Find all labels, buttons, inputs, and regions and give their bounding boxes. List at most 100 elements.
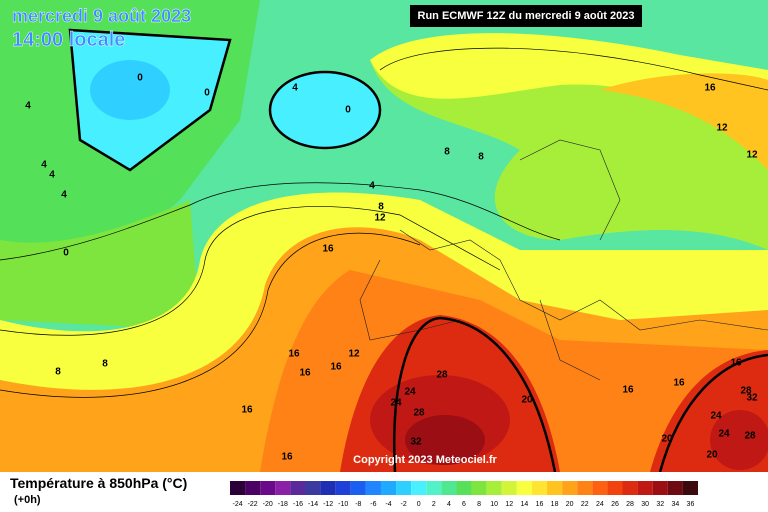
legend-swatch [290, 481, 306, 495]
legend-swatch [441, 481, 457, 495]
legend-swatch [592, 481, 608, 495]
field-region [0, 200, 200, 330]
legend-swatch [365, 481, 381, 495]
legend-swatch [577, 481, 593, 495]
contour-label: 4 [369, 181, 375, 192]
legend-label: 6 [462, 501, 466, 508]
legend-swatch [411, 481, 427, 495]
contour-label: 28 [744, 431, 756, 442]
contour-label: 12 [716, 123, 728, 134]
legend-label: -10 [338, 501, 348, 508]
contour-label: 0 [137, 73, 143, 84]
contour-label: 4 [25, 101, 31, 112]
legend-swatch [637, 481, 653, 495]
legend-label: 34 [671, 501, 679, 508]
contour-label: 16 [281, 452, 293, 463]
legend-label: -2 [400, 501, 406, 508]
legend-label: 18 [551, 501, 559, 508]
legend-label: -12 [323, 501, 333, 508]
legend-label: 12 [505, 501, 513, 508]
contour-label: 8 [444, 147, 450, 158]
legend-label: -22 [248, 501, 258, 508]
contour-label: 28 [413, 408, 425, 419]
contour-label: 8 [102, 359, 108, 370]
legend-swatch [562, 481, 578, 495]
contour-label: 24 [710, 411, 722, 422]
legend-label: 14 [520, 501, 528, 508]
contour-label: 24 [718, 429, 730, 440]
contour-label: 0 [345, 105, 351, 116]
contour-label: 16 [288, 349, 300, 360]
legend-swatch [380, 481, 397, 495]
contour-label: 0 [63, 248, 69, 259]
legend-label: 24 [596, 501, 604, 508]
legend-swatch [335, 481, 351, 495]
run-box [410, 5, 642, 27]
cold-region [90, 60, 170, 120]
contour-line [0, 206, 501, 336]
contour-label: 8 [378, 202, 384, 213]
coastline [359, 139, 768, 381]
contour-label: 16 [622, 385, 634, 396]
legend-swatch [426, 481, 442, 495]
contour-label: 28 [740, 386, 752, 397]
legend-label: -4 [385, 501, 391, 508]
contour-line [0, 232, 421, 398]
legend-swatch [320, 481, 336, 495]
contour-line [393, 316, 557, 473]
contour-label: 0 [204, 88, 210, 99]
run-info: Run ECMWF 12Z du mercredi 9 août 2023 [418, 10, 635, 22]
legend-label: 28 [626, 501, 634, 508]
legend-label: 22 [581, 501, 589, 508]
legend-label: 36 [687, 501, 695, 508]
legend-swatch [682, 481, 698, 495]
legend-swatch [531, 481, 548, 495]
contour-label: 12 [374, 213, 386, 224]
contour-label: 8 [55, 367, 61, 378]
legend-label: 8 [477, 501, 481, 508]
contour-label: 16 [730, 358, 742, 369]
contour-line [379, 47, 768, 91]
map-time: 14:00 locale [12, 29, 125, 51]
legend-label: -14 [308, 501, 318, 508]
legend-swatch [230, 481, 246, 495]
legend-swatch [486, 481, 502, 495]
legend-label: 2 [432, 501, 436, 508]
cold-region [268, 70, 382, 150]
legend-swatch [245, 481, 261, 495]
contour-label: 12 [746, 150, 758, 161]
contour-line [0, 182, 561, 261]
contour-line [658, 353, 768, 473]
legend-swatch [456, 481, 472, 495]
legend-swatch [547, 481, 563, 495]
contour-label: 4 [41, 160, 47, 171]
legend-label: 0 [417, 501, 421, 508]
legend-subtitle: (+0h) [14, 494, 41, 506]
legend-swatch [305, 481, 321, 495]
contour-label: 20 [661, 434, 673, 445]
contour-label: 16 [330, 362, 342, 373]
contour-label: 16 [241, 405, 253, 416]
legend-swatch [350, 481, 366, 495]
legend-swatch [396, 481, 412, 495]
legend-swatch [275, 481, 291, 495]
legend-swatch [667, 481, 683, 495]
contour-label: 24 [390, 398, 402, 409]
legend-label: 26 [611, 501, 619, 508]
contour-label: 32 [410, 437, 422, 448]
copyright: Copyright 2023 Meteociel.fr [353, 454, 497, 466]
contour-label: 12 [348, 349, 360, 360]
contour-label: 20 [706, 450, 718, 461]
legend-label: -24 [232, 501, 242, 508]
contour-label: 4 [292, 83, 298, 94]
contour-label: 4 [61, 190, 67, 201]
legend-swatch [501, 481, 517, 495]
legend-label: 10 [490, 501, 498, 508]
contour-label: 8 [478, 152, 484, 163]
legend-label: -16 [293, 501, 303, 508]
contour-label: 32 [746, 393, 758, 404]
legend-label: -6 [370, 501, 376, 508]
legend-swatch [607, 481, 623, 495]
